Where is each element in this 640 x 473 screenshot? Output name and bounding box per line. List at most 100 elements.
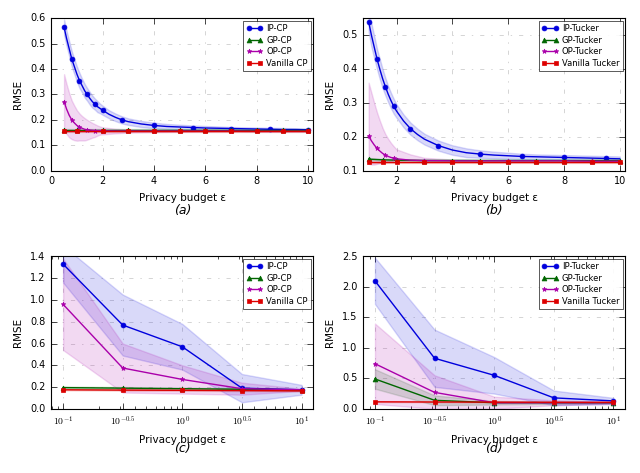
OP-Tucker bbox=[504, 158, 512, 164]
Line: OP-Tucker: OP-Tucker bbox=[366, 134, 622, 164]
OP-Tucker bbox=[406, 158, 414, 163]
GP-Tucker bbox=[616, 158, 623, 163]
OP-CP bbox=[99, 128, 106, 134]
OP-Tucker bbox=[616, 158, 623, 164]
OP-Tucker bbox=[371, 142, 378, 148]
IP-Tucker bbox=[490, 372, 498, 378]
IP-Tucker bbox=[385, 91, 392, 97]
IP-Tucker bbox=[390, 104, 397, 109]
GP-CP bbox=[279, 127, 287, 133]
IP-CP bbox=[238, 385, 246, 391]
GP-Tucker bbox=[560, 158, 568, 163]
IP-Tucker bbox=[371, 44, 378, 50]
Text: (a): (a) bbox=[173, 204, 191, 217]
Vanilla Tucker bbox=[449, 159, 456, 165]
X-axis label: Privacy budget ε: Privacy budget ε bbox=[139, 435, 226, 445]
IP-CP bbox=[88, 99, 96, 105]
GP-Tucker bbox=[371, 376, 379, 382]
OP-CP bbox=[93, 128, 101, 133]
IP-CP bbox=[99, 107, 106, 113]
IP-CP bbox=[227, 126, 235, 131]
Text: (c): (c) bbox=[174, 442, 191, 455]
OP-Tucker bbox=[379, 150, 387, 156]
OP-Tucker bbox=[367, 138, 375, 144]
OP-CP bbox=[279, 129, 287, 134]
IP-CP bbox=[65, 46, 73, 52]
IP-Tucker bbox=[602, 156, 610, 161]
IP-Tucker bbox=[387, 98, 395, 104]
IP-Tucker bbox=[371, 278, 379, 284]
OP-Tucker bbox=[371, 361, 379, 367]
IP-Tucker bbox=[376, 66, 383, 72]
OP-CP bbox=[70, 120, 78, 126]
Vanilla CP bbox=[227, 128, 235, 134]
Vanilla CP bbox=[99, 128, 106, 134]
OP-CP bbox=[119, 365, 127, 371]
IP-CP bbox=[305, 127, 312, 132]
GP-Tucker bbox=[476, 158, 484, 163]
GP-CP bbox=[73, 127, 81, 133]
OP-Tucker bbox=[550, 400, 557, 405]
GP-Tucker bbox=[609, 400, 617, 405]
OP-CP bbox=[298, 387, 305, 393]
Vanilla Tucker bbox=[550, 399, 557, 405]
GP-Tucker bbox=[431, 397, 438, 403]
OP-CP bbox=[91, 128, 99, 133]
Line: IP-CP: IP-CP bbox=[61, 262, 304, 392]
OP-Tucker bbox=[560, 158, 568, 164]
IP-Tucker bbox=[476, 151, 484, 157]
GP-CP bbox=[253, 127, 260, 133]
IP-CP bbox=[189, 125, 196, 131]
IP-CP bbox=[179, 344, 186, 350]
OP-CP bbox=[202, 128, 209, 134]
OP-CP bbox=[60, 301, 67, 307]
IP-Tucker bbox=[379, 76, 387, 81]
OP-CP bbox=[65, 113, 73, 118]
IP-CP bbox=[266, 126, 274, 132]
OP-Tucker bbox=[390, 155, 397, 161]
Vanilla CP bbox=[202, 128, 209, 134]
GP-CP bbox=[150, 127, 158, 133]
Vanilla CP bbox=[238, 388, 246, 394]
X-axis label: Privacy budget ε: Privacy budget ε bbox=[451, 435, 538, 445]
IP-Tucker bbox=[616, 156, 623, 162]
IP-CP bbox=[138, 121, 145, 127]
IP-CP bbox=[150, 123, 158, 128]
GP-CP bbox=[227, 127, 235, 133]
GP-CP bbox=[305, 127, 312, 133]
Legend: IP-Tucker, GP-Tucker, OP-Tucker, Vanilla Tucker: IP-Tucker, GP-Tucker, OP-Tucker, Vanilla… bbox=[538, 259, 623, 309]
GP-Tucker bbox=[490, 400, 498, 405]
Vanilla Tucker bbox=[609, 400, 617, 405]
IP-CP bbox=[86, 96, 93, 101]
IP-CP bbox=[163, 123, 171, 129]
IP-Tucker bbox=[420, 136, 428, 142]
X-axis label: Privacy budget ε: Privacy budget ε bbox=[451, 193, 538, 203]
IP-CP bbox=[73, 71, 81, 77]
GP-CP bbox=[238, 386, 246, 392]
Vanilla Tucker bbox=[365, 159, 372, 165]
GP-CP bbox=[202, 127, 209, 133]
OP-Tucker bbox=[449, 158, 456, 164]
IP-CP bbox=[81, 88, 88, 94]
IP-CP bbox=[83, 92, 91, 97]
OP-Tucker bbox=[393, 156, 401, 162]
IP-Tucker bbox=[504, 153, 512, 158]
Vanilla Tucker bbox=[532, 159, 540, 165]
Vanilla CP bbox=[60, 387, 67, 393]
OP-Tucker bbox=[588, 158, 596, 164]
OP-CP bbox=[111, 128, 119, 134]
IP-Tucker bbox=[435, 143, 442, 149]
IP-CP bbox=[240, 126, 248, 131]
IP-CP bbox=[292, 127, 300, 132]
Vanilla Tucker bbox=[393, 159, 401, 165]
OP-CP bbox=[78, 125, 86, 131]
Line: OP-CP: OP-CP bbox=[61, 302, 304, 392]
IP-CP bbox=[125, 119, 132, 124]
Line: GP-CP: GP-CP bbox=[61, 385, 304, 392]
IP-CP bbox=[70, 64, 78, 70]
Y-axis label: RMSE: RMSE bbox=[13, 80, 23, 109]
Line: Vanilla CP: Vanilla CP bbox=[61, 129, 311, 133]
Vanilla CP bbox=[73, 128, 81, 134]
IP-Tucker bbox=[463, 150, 470, 156]
Vanilla CP bbox=[305, 128, 312, 134]
